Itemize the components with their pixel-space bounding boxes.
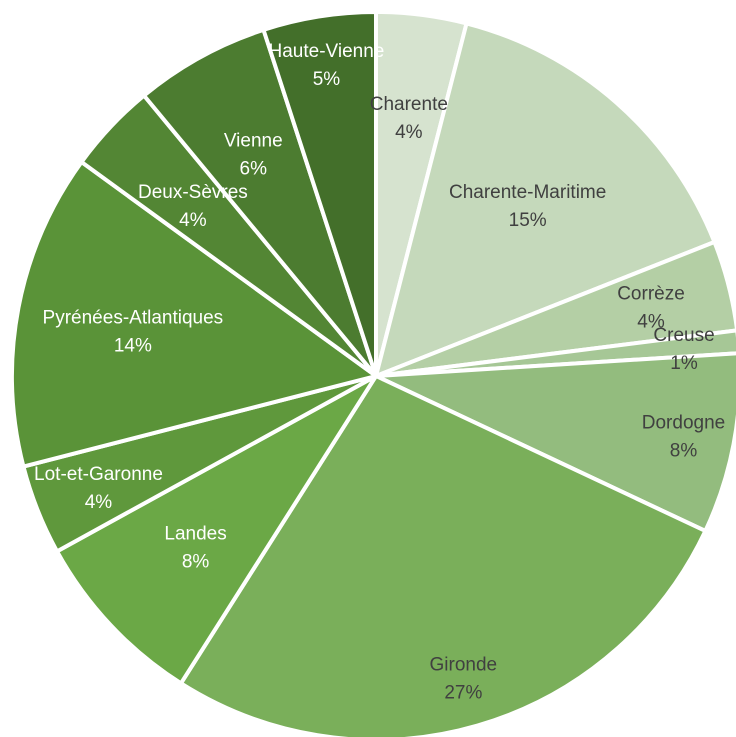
slice-value-label: 1% [670,353,698,374]
pie-slice-11 [261,10,378,378]
slice-label-1: Charente-Maritime 15% [449,182,606,231]
pie-slice-3 [374,328,736,378]
slice-category-label: Dordogne [642,413,725,434]
slice-value-label: 6% [240,159,268,180]
pie-slices [10,10,736,737]
slice-category-label: Vienne [224,131,283,152]
slice-label-4: Dordogne 8% [642,413,725,462]
slice-label-9: Deux-Sèvres 4% [138,182,248,231]
slice-value-label: 5% [313,69,341,90]
slice-value-label: 8% [182,551,210,572]
slice-category-label: Creuse [653,325,714,346]
slice-value-label: 4% [85,492,113,513]
slice-category-label: Lot-et-Garonne [34,464,163,485]
slice-value-label: 14% [114,336,152,357]
slice-value-label: 27% [444,683,482,704]
pie-slice-1 [374,21,717,378]
pie-slice-5 [178,374,708,737]
slice-label-0: Charente 4% [370,94,448,143]
pie-labels: Charente 4%Charente-Maritime 15%Corrèze 4%C… [34,41,725,703]
slice-label-3: Creuse 1% [653,325,714,374]
slice-category-label: Charente-Maritime [449,182,606,203]
slice-category-label: Charente [370,94,448,115]
slice-label-2: Corrèze 4% [617,283,685,332]
slice-value-label: 4% [395,122,423,143]
slice-label-8: Pyrénées-Atlantiques 14% [43,308,224,357]
slice-value-label: 8% [670,441,698,462]
slice-category-label: Haute-Vienne [269,41,385,62]
slice-category-label: Landes [164,523,226,544]
slice-value-label: 4% [179,210,207,231]
slice-label-7: Lot-et-Garonne 4% [34,464,163,513]
slice-label-10: Vienne 6% [224,131,283,180]
slice-value-label: 15% [509,210,547,231]
pie-slice-8 [10,160,378,469]
slice-label-11: Haute-Vienne 5% [269,41,385,90]
slice-value-label: 4% [637,311,665,332]
slice-category-label: Gironde [430,655,498,676]
slice-label-5: Gironde 27% [430,655,498,704]
pie-slice-4 [374,351,736,533]
slice-category-label: Deux-Sèvres [138,182,248,203]
slice-category-label: Corrèze [617,283,685,304]
pie-slice-2 [374,240,736,378]
pie-slice-6 [55,374,378,686]
slice-category-label: Pyrénées-Atlantiques [43,308,224,329]
slice-label-6: Landes 8% [164,523,226,572]
pie-slice-10 [141,27,378,378]
